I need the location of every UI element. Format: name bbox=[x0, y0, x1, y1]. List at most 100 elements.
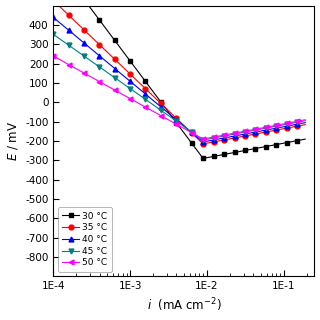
45 °C bbox=[75, 49, 78, 52]
40 °C bbox=[186, 127, 190, 131]
35 °C bbox=[144, 87, 148, 91]
50 °C bbox=[197, 135, 201, 139]
45 °C bbox=[155, 106, 159, 109]
50 °C bbox=[71, 65, 75, 68]
40 °C bbox=[155, 102, 159, 106]
40 °C bbox=[86, 44, 90, 48]
35 °C bbox=[197, 138, 201, 142]
30 °C bbox=[197, 151, 201, 155]
35 °C bbox=[155, 98, 159, 102]
50 °C bbox=[186, 129, 190, 132]
30 °C bbox=[105, 28, 109, 32]
35 °C bbox=[140, 83, 144, 87]
50 °C bbox=[174, 122, 178, 126]
40 °C bbox=[136, 86, 140, 90]
50 °C bbox=[171, 120, 174, 124]
50 °C bbox=[90, 76, 94, 79]
45 °C bbox=[132, 89, 136, 93]
40 °C bbox=[90, 47, 94, 51]
50 °C bbox=[55, 56, 59, 60]
45 °C bbox=[163, 111, 167, 115]
35 °C bbox=[124, 68, 128, 72]
45 °C bbox=[67, 43, 71, 47]
40 °C bbox=[52, 16, 55, 20]
30 °C bbox=[86, 3, 90, 6]
40 °C bbox=[98, 54, 101, 58]
45 °C bbox=[197, 135, 201, 139]
50 °C bbox=[178, 124, 182, 128]
50 °C bbox=[109, 86, 113, 90]
30 °C bbox=[98, 18, 101, 22]
45 °C bbox=[186, 127, 190, 131]
45 °C bbox=[52, 32, 55, 36]
40 °C bbox=[201, 140, 205, 144]
40 °C bbox=[167, 111, 171, 115]
40 °C bbox=[117, 70, 121, 74]
45 °C bbox=[144, 98, 148, 101]
35 °C bbox=[136, 79, 140, 83]
35 °C bbox=[174, 116, 178, 120]
45 °C bbox=[124, 84, 128, 88]
40 °C bbox=[67, 28, 71, 32]
45 °C bbox=[117, 78, 121, 82]
45 °C bbox=[167, 114, 171, 117]
50 °C bbox=[190, 131, 194, 135]
50 °C bbox=[113, 88, 117, 92]
30 °C bbox=[132, 64, 136, 68]
45 °C bbox=[128, 87, 132, 91]
50 °C bbox=[194, 133, 197, 137]
35 °C bbox=[113, 57, 117, 61]
35 °C bbox=[78, 24, 82, 28]
50 °C bbox=[132, 99, 136, 103]
30 °C bbox=[144, 80, 148, 84]
50 °C bbox=[136, 101, 140, 105]
50 °C bbox=[82, 71, 86, 75]
50 °C bbox=[148, 107, 151, 111]
50 °C bbox=[86, 73, 90, 77]
30 °C bbox=[178, 126, 182, 130]
50 °C bbox=[78, 69, 82, 73]
35 °C bbox=[171, 113, 174, 116]
35 °C bbox=[117, 61, 121, 65]
50 °C bbox=[124, 95, 128, 99]
30 °C bbox=[140, 75, 144, 78]
Legend: 30 °C, 35 °C, 40 °C, 45 °C, 50 °C: 30 °C, 35 °C, 40 °C, 45 °C, 50 °C bbox=[58, 207, 112, 272]
35 °C bbox=[52, 0, 55, 3]
Line: 30 °C: 30 °C bbox=[51, 0, 205, 161]
35 °C bbox=[86, 32, 90, 36]
30 °C bbox=[121, 49, 124, 53]
Line: 40 °C: 40 °C bbox=[51, 15, 205, 144]
30 °C bbox=[82, 0, 86, 1]
50 °C bbox=[67, 63, 71, 67]
30 °C bbox=[171, 116, 174, 119]
35 °C bbox=[163, 105, 167, 109]
50 °C bbox=[159, 114, 163, 117]
35 °C bbox=[94, 39, 98, 43]
30 °C bbox=[94, 13, 98, 17]
40 °C bbox=[182, 124, 186, 128]
35 °C bbox=[63, 10, 67, 13]
45 °C bbox=[171, 116, 174, 120]
50 °C bbox=[151, 109, 155, 113]
30 °C bbox=[90, 8, 94, 12]
50 °C bbox=[140, 103, 144, 107]
30 °C bbox=[194, 146, 197, 150]
Line: 50 °C: 50 °C bbox=[51, 54, 205, 141]
45 °C bbox=[194, 133, 197, 137]
50 °C bbox=[63, 60, 67, 64]
35 °C bbox=[201, 142, 205, 146]
35 °C bbox=[151, 94, 155, 98]
Line: 35 °C: 35 °C bbox=[51, 0, 205, 146]
30 °C bbox=[159, 100, 163, 104]
35 °C bbox=[148, 91, 151, 94]
50 °C bbox=[59, 58, 63, 62]
45 °C bbox=[59, 38, 63, 42]
50 °C bbox=[144, 105, 148, 109]
45 °C bbox=[136, 92, 140, 96]
40 °C bbox=[174, 118, 178, 122]
50 °C bbox=[201, 137, 205, 141]
35 °C bbox=[194, 135, 197, 139]
50 °C bbox=[163, 116, 167, 120]
40 °C bbox=[82, 41, 86, 45]
30 °C bbox=[186, 136, 190, 140]
